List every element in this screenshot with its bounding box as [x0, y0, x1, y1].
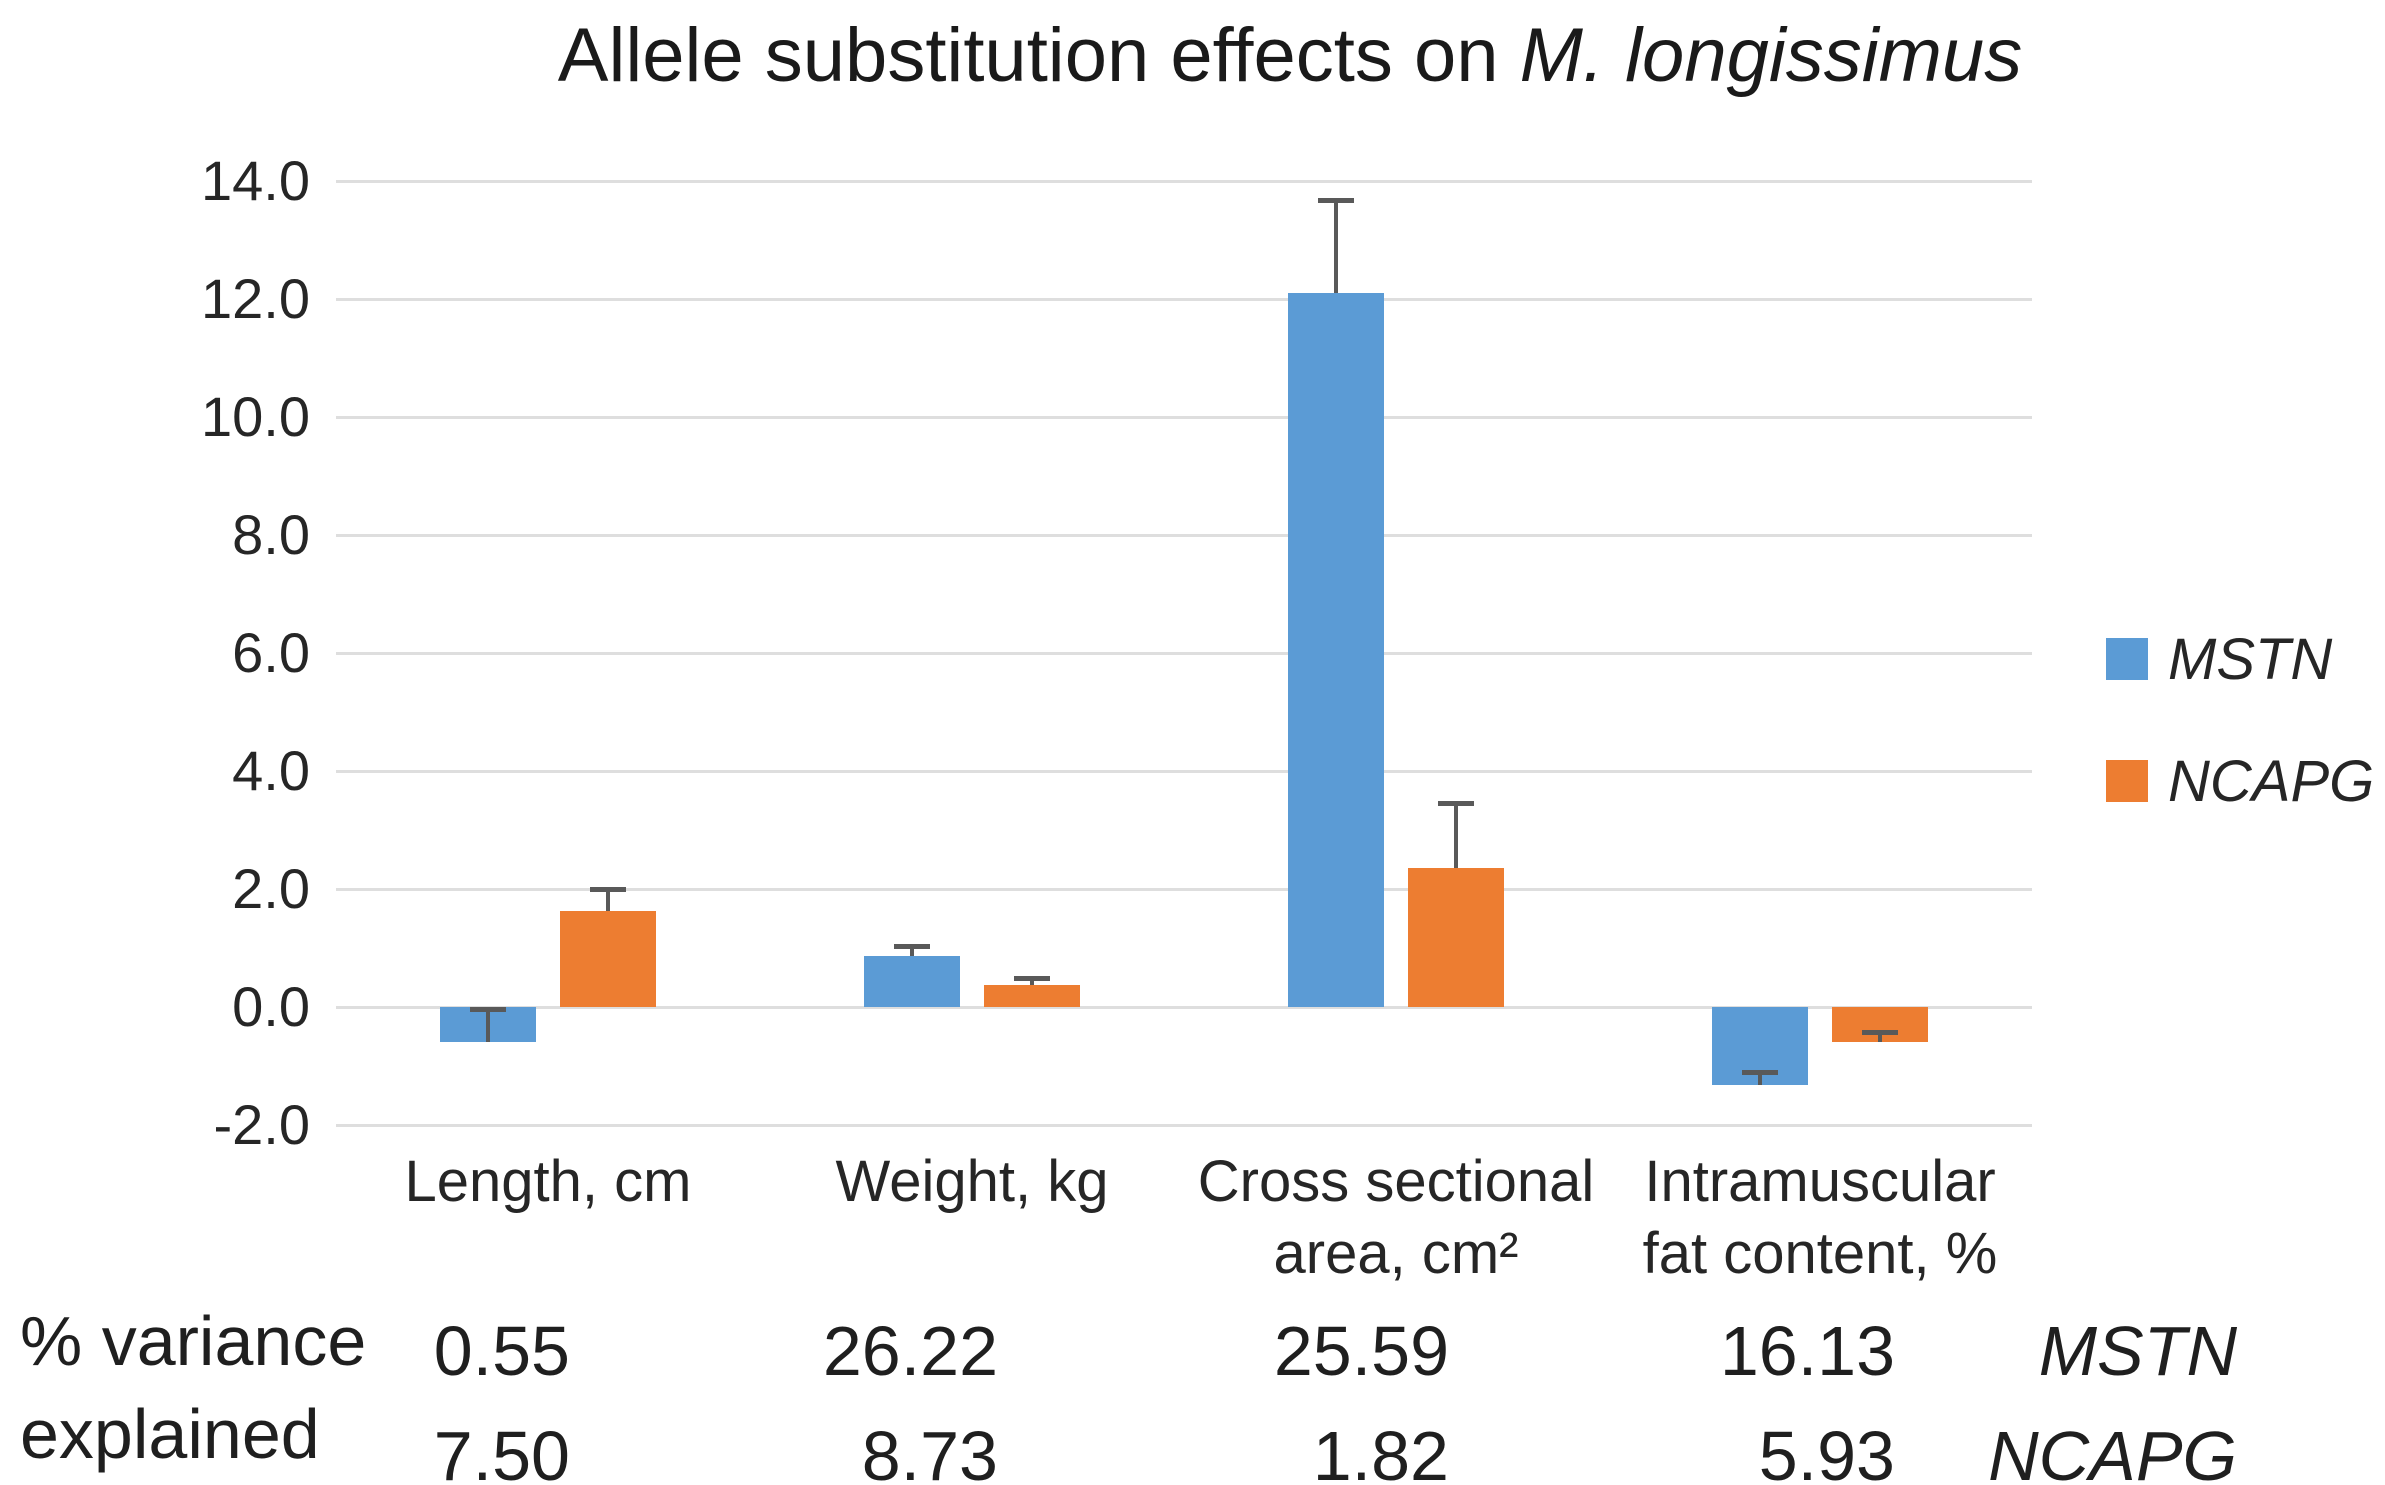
x-axis-category-label: Weight, kg — [760, 1146, 1184, 1218]
x-axis-category-label: Length, cm — [336, 1146, 760, 1218]
legend-swatch-ncapg — [2106, 760, 2148, 802]
bar-mstn-3 — [1288, 293, 1384, 1007]
variance-value-mstn-4: 16.13 — [1719, 1312, 1895, 1390]
gridline — [336, 533, 2032, 537]
variance-value-mstn-1: 0.55 — [433, 1312, 570, 1390]
variance-series-label-mstn: MSTN — [2038, 1312, 2237, 1390]
legend-item-mstn: MSTN — [2106, 627, 2332, 692]
legend-label-ncapg: NCAPG — [2168, 748, 2375, 814]
bar-mstn-2 — [864, 955, 960, 1007]
category-label-line: Intramuscular — [1644, 1149, 1996, 1214]
error-bar-stem-mstn-1 — [486, 1009, 490, 1043]
gridline — [336, 651, 2032, 655]
variance-value-ncapg-2: 8.73 — [861, 1417, 998, 1485]
error-bar-cap-mstn-2 — [894, 943, 930, 949]
legend-label-mstn: MSTN — [2168, 626, 2333, 692]
error-bar-stem-mstn-2 — [910, 945, 914, 956]
legend-swatch-mstn — [2106, 638, 2148, 680]
bar-ncapg-3 — [1408, 868, 1504, 1007]
error-bar-stem-ncapg-4 — [1878, 1031, 1882, 1043]
error-bar-stem-mstn-3 — [1334, 199, 1338, 294]
y-axis-tick-label: 10.0 — [201, 385, 310, 448]
y-axis-tick-label: 14.0 — [201, 149, 310, 212]
y-axis-tick-label: -2.0 — [213, 1093, 311, 1156]
y-axis-tick-label: 0.0 — [232, 975, 310, 1038]
bar-ncapg-1 — [560, 911, 656, 1007]
y-axis-tick-label: 8.0 — [232, 503, 310, 566]
error-bar-cap-ncapg-4 — [1862, 1029, 1898, 1035]
variance-value-mstn-2: 26.22 — [822, 1312, 998, 1390]
variance-value-mstn-3: 25.59 — [1273, 1312, 1449, 1390]
chart-title-normal: Allele substitution effects on — [557, 13, 1520, 98]
gridline — [336, 179, 2032, 183]
chart-title-italic: M. longissimus — [1519, 13, 2023, 98]
category-label-line: area, cm² — [1273, 1221, 1519, 1286]
category-label-line: Length, cm — [404, 1149, 692, 1214]
variance-value-ncapg-3: 1.82 — [1312, 1417, 1449, 1485]
y-axis-tick-label: 6.0 — [232, 621, 310, 684]
chart-title: Allele substitution effects on M. longis… — [240, 8, 2340, 104]
gridline — [336, 1005, 2032, 1009]
gridline — [336, 415, 2032, 419]
gridline — [336, 887, 2032, 891]
gridline — [336, 297, 2032, 301]
y-axis-tick-label: 12.0 — [201, 267, 310, 330]
legend-item-ncapg: NCAPG — [2106, 749, 2374, 814]
category-label-line: Weight, kg — [835, 1149, 1109, 1214]
variance-value-ncapg-1: 7.50 — [433, 1417, 570, 1485]
gridline — [336, 1123, 2032, 1127]
variance-table-header-line2: explained — [20, 1395, 320, 1473]
error-bar-stem-mstn-4 — [1758, 1071, 1762, 1085]
x-axis-category-label: Intramuscular fat content, % — [1608, 1146, 2032, 1290]
category-label-line: fat content, % — [1642, 1221, 1998, 1286]
variance-value-ncapg-4: 5.93 — [1758, 1417, 1895, 1485]
error-bar-stem-ncapg-2 — [1030, 977, 1034, 986]
category-label-line: Cross sectional — [1197, 1149, 1595, 1214]
bar-ncapg-2 — [984, 985, 1080, 1007]
y-axis-tick-label: 4.0 — [232, 739, 310, 802]
error-bar-cap-mstn-1 — [470, 1007, 506, 1013]
error-bar-stem-ncapg-3 — [1454, 803, 1458, 869]
error-bar-cap-ncapg-2 — [1014, 975, 1050, 981]
error-bar-cap-ncapg-1 — [590, 887, 626, 892]
y-axis-tick-label: 2.0 — [232, 857, 310, 920]
gridline — [336, 769, 2032, 773]
error-bar-cap-mstn-3 — [1318, 197, 1354, 203]
variance-table-header-line1: % variance — [20, 1302, 367, 1380]
variance-series-label-ncapg: NCAPG — [1988, 1417, 2237, 1485]
error-bar-cap-ncapg-3 — [1438, 801, 1474, 807]
error-bar-stem-ncapg-1 — [606, 889, 610, 912]
error-bar-cap-mstn-4 — [1742, 1069, 1778, 1075]
x-axis-category-label: Cross sectional area, cm² — [1184, 1146, 1608, 1290]
